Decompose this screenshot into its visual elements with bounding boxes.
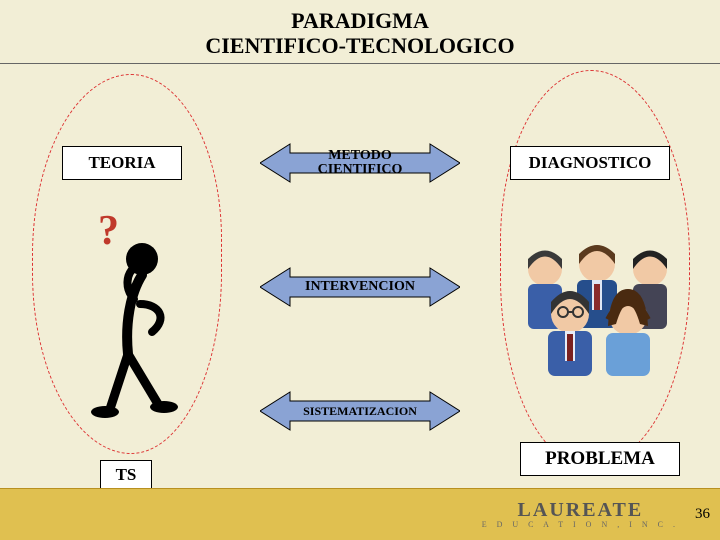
box-diagnostico-label: DIAGNOSTICO	[529, 154, 652, 172]
box-problema: PROBLEMA	[520, 442, 680, 476]
box-teoria: TEORIA	[62, 146, 182, 180]
laureate-logo: LAUREATE E D U C A T I O N , I N C .	[482, 500, 679, 529]
box-ts: TS	[100, 460, 152, 490]
slide-title: PARADIGMA CIENTIFICO-TECNOLOGICO	[0, 0, 720, 59]
box-problema-label: PROBLEMA	[545, 449, 655, 469]
box-diagnostico: DIAGNOSTICO	[510, 146, 670, 180]
box-teoria-label: TEORIA	[88, 154, 155, 172]
footer-bar: LAUREATE E D U C A T I O N , I N C . 36	[0, 488, 720, 540]
arrow-2-label: INTERVENCION	[282, 264, 438, 310]
arrow-3-label: SISTEMATIZACION	[282, 388, 438, 434]
box-ts-label: TS	[116, 466, 137, 484]
logo-text-bottom: E D U C A T I O N , I N C .	[482, 521, 679, 529]
svg-text:?: ?	[98, 208, 119, 254]
page-number: 36	[695, 506, 710, 523]
people-group-icon	[500, 234, 695, 379]
arrow-intervencion: INTERVENCION	[260, 264, 460, 310]
diagram-stage: TEORIA DIAGNOSTICO TS PROBLEMA METODO CI…	[0, 64, 720, 534]
arrow-metodo-cientifico: METODO CIENTIFICO	[260, 140, 460, 186]
thinking-person-icon: ?	[70, 204, 210, 424]
title-line-1: PARADIGMA	[291, 8, 429, 33]
arrow-sistematizacion: SISTEMATIZACION	[260, 388, 460, 434]
title-line-2: CIENTIFICO-TECNOLOGICO	[205, 33, 514, 58]
arrow-1-label: METODO CIENTIFICO	[282, 140, 438, 186]
logo-text-top: LAUREATE	[518, 500, 644, 520]
